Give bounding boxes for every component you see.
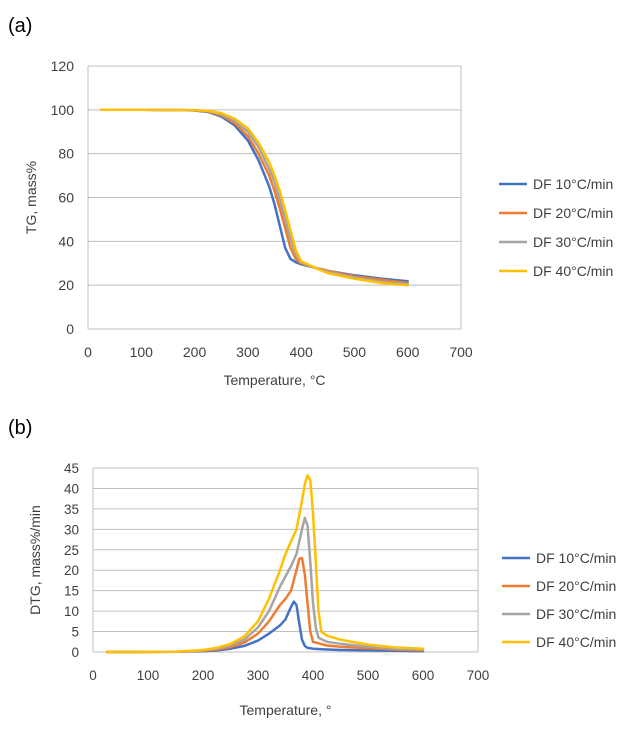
x-axis-title: Temperature, ° — [240, 702, 332, 718]
x-tick-label: 300 — [236, 344, 260, 360]
chart-panel-a: (a) 0 20 40 60 80 100 120 0 100 200 300 400 500 600 700… — [8, 15, 613, 388]
legend-entry: DF 30°C/min — [536, 606, 616, 622]
x-tick-label: 200 — [183, 344, 207, 360]
x-tick-label: 0 — [84, 344, 92, 360]
y-tick-label: 80 — [58, 146, 74, 162]
y-axis-title: TG, mass% — [23, 161, 39, 234]
x-axis-title: Temperature, °C — [223, 372, 325, 388]
legend-entry: DF 20°C/min — [533, 205, 613, 221]
series-line-4 — [105, 474, 425, 654]
chart-panel-b: (b) 0 5 10 15 20 25 30 35 40 45 0 100 200 300 400 500 600… — [8, 417, 616, 718]
y-tick-label: 10 — [64, 604, 79, 619]
panel-label: (a) — [8, 15, 32, 37]
x-tick-label: 500 — [357, 668, 380, 683]
legend-entry: DF 20°C/min — [536, 578, 616, 594]
x-tick-label: 700 — [467, 668, 490, 683]
x-tick-label: 100 — [137, 668, 160, 683]
series-line-4 — [100, 108, 409, 287]
y-tick-label: 25 — [64, 543, 79, 558]
y-tick-label: 30 — [64, 522, 79, 537]
y-tick-label: 15 — [64, 584, 79, 599]
x-tick-label: 100 — [130, 344, 154, 360]
y-tick-label: 35 — [64, 502, 79, 517]
y-tick-label: 40 — [64, 481, 79, 496]
series-line-3 — [105, 516, 425, 654]
series-line-1 — [105, 600, 425, 654]
x-tick-label: 0 — [89, 668, 97, 683]
legend-entry: DF 40°C/min — [536, 634, 616, 650]
y-tick-label: 20 — [64, 563, 79, 578]
x-tick-label: 400 — [302, 668, 325, 683]
y-tick-label: 40 — [58, 233, 74, 249]
y-axis-title: DTG, mass%/min — [27, 505, 43, 615]
y-tick-label: 120 — [51, 58, 75, 74]
y-tick-label: 60 — [58, 190, 74, 206]
x-tick-label: 200 — [192, 668, 215, 683]
x-tick-label: 600 — [412, 668, 435, 683]
legend-entry: DF 10°C/min — [536, 550, 616, 566]
legend-entry: DF 40°C/min — [533, 263, 613, 279]
x-tick-label: 700 — [449, 344, 473, 360]
panel-label: (b) — [8, 417, 32, 439]
y-tick-label: 0 — [71, 645, 79, 660]
y-tick-label: 45 — [64, 461, 79, 476]
legend-entry: DF 30°C/min — [533, 234, 613, 250]
series-line-2 — [105, 556, 425, 654]
x-tick-label: 600 — [396, 344, 420, 360]
y-tick-label: 100 — [51, 102, 75, 118]
y-tick-label: 5 — [71, 625, 79, 640]
x-tick-label: 400 — [289, 344, 313, 360]
x-tick-label: 300 — [247, 668, 270, 683]
x-tick-label: 500 — [343, 344, 367, 360]
y-tick-label: 0 — [66, 321, 74, 337]
y-tick-label: 20 — [58, 277, 74, 293]
legend-entry: DF 10°C/min — [533, 176, 613, 192]
